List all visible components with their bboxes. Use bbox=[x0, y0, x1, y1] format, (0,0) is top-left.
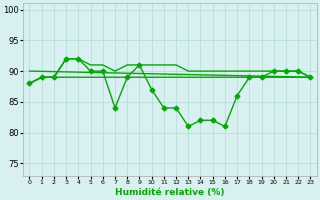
X-axis label: Humidité relative (%): Humidité relative (%) bbox=[115, 188, 225, 197]
